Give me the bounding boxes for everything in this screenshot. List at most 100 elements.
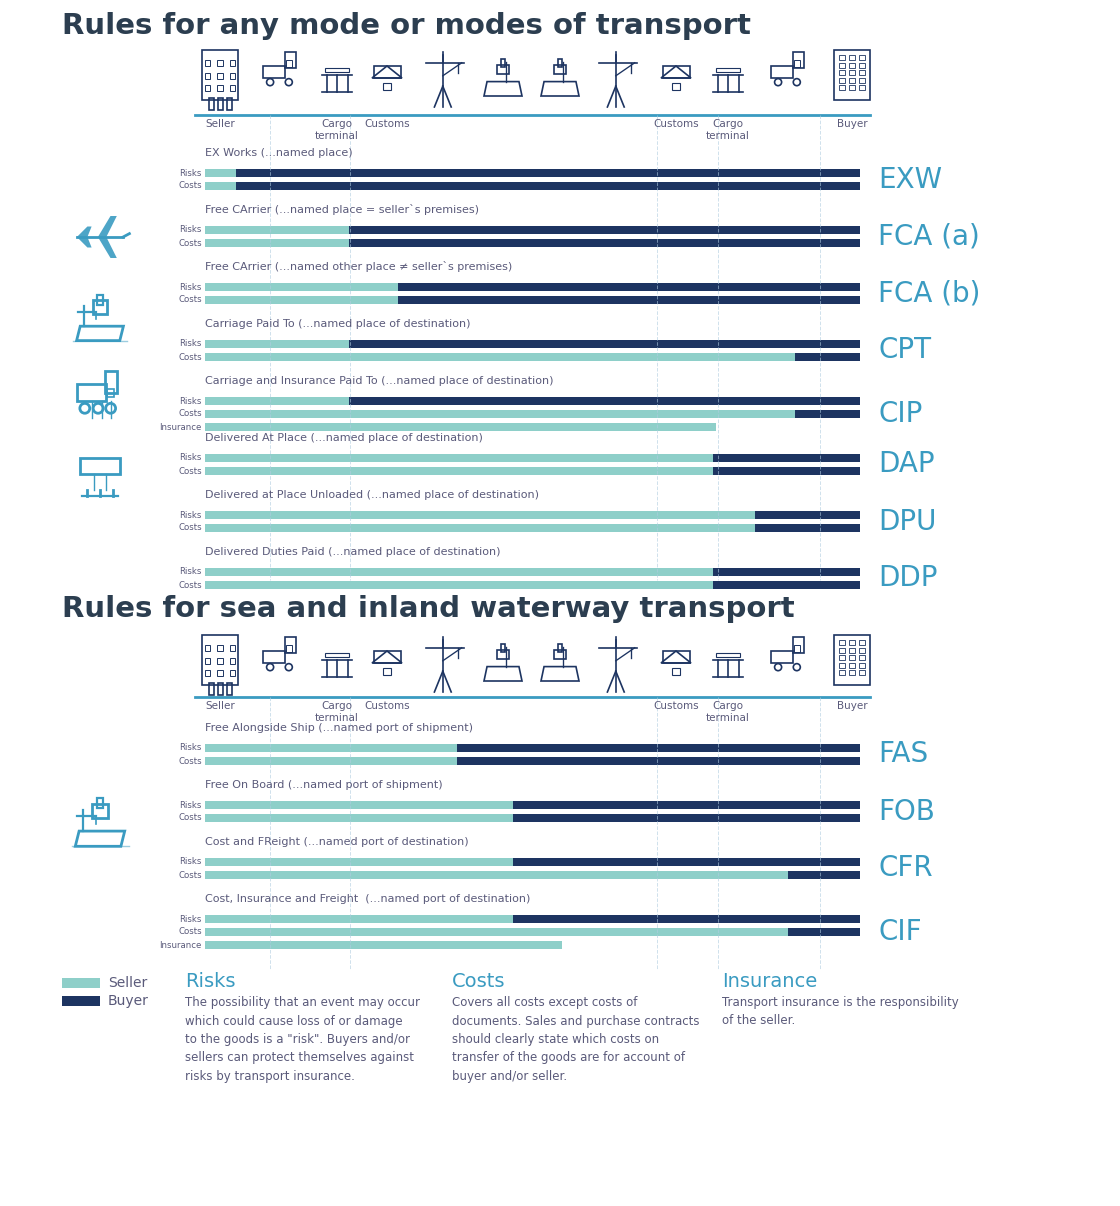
Text: Carriage Paid To (...named place of destination): Carriage Paid To (...named place of dest… xyxy=(205,320,470,329)
Bar xyxy=(105,371,118,393)
Text: Cargo
terminal: Cargo terminal xyxy=(315,701,358,724)
Text: Risks: Risks xyxy=(179,397,202,405)
Bar xyxy=(859,640,866,645)
Bar xyxy=(849,77,856,82)
Text: Cost, Insurance and Freight  (...named port of destination): Cost, Insurance and Freight (...named po… xyxy=(205,894,531,904)
Text: Costs: Costs xyxy=(178,580,202,590)
Bar xyxy=(286,60,292,66)
Bar xyxy=(554,65,566,74)
Text: Risks: Risks xyxy=(179,568,202,576)
Bar xyxy=(205,744,457,753)
Bar xyxy=(859,70,866,75)
Bar xyxy=(218,683,223,695)
Bar xyxy=(205,915,513,923)
Bar xyxy=(205,72,211,78)
Text: Costs: Costs xyxy=(178,814,202,822)
Bar xyxy=(558,644,562,651)
Text: Rules for sea and inland waterway transport: Rules for sea and inland waterway transp… xyxy=(62,595,794,624)
Bar xyxy=(205,84,211,90)
Text: Free CArrier (...named other place ≠ seller`s premises): Free CArrier (...named other place ≠ sel… xyxy=(205,260,512,273)
Text: Cargo
terminal: Cargo terminal xyxy=(706,119,750,141)
Bar xyxy=(205,671,211,677)
Bar xyxy=(497,650,508,658)
Bar xyxy=(205,353,349,361)
Bar xyxy=(839,662,846,667)
Bar xyxy=(230,671,235,677)
Bar xyxy=(263,66,286,78)
Text: Delivered at Place Unloaded (...named place of destination): Delivered at Place Unloaded (...named pl… xyxy=(205,490,539,500)
Bar xyxy=(325,68,349,71)
Bar xyxy=(849,84,856,90)
Bar xyxy=(205,871,513,879)
Bar xyxy=(349,397,860,405)
Text: FOB: FOB xyxy=(878,797,935,825)
Text: Costs: Costs xyxy=(178,295,202,304)
Bar xyxy=(513,871,788,879)
Bar xyxy=(712,581,860,589)
Bar xyxy=(513,801,860,809)
Text: Costs: Costs xyxy=(178,352,202,362)
Bar xyxy=(217,72,223,78)
Bar xyxy=(849,70,856,75)
Bar xyxy=(457,744,860,753)
Text: Risks: Risks xyxy=(179,510,202,520)
Text: Risks: Risks xyxy=(179,453,202,462)
Bar xyxy=(373,66,401,78)
Text: DPU: DPU xyxy=(878,508,936,535)
Bar xyxy=(205,757,457,765)
Bar xyxy=(834,49,870,100)
Bar xyxy=(716,68,740,71)
Bar xyxy=(349,226,860,234)
Text: CPT: CPT xyxy=(878,336,931,364)
Bar xyxy=(839,55,846,60)
Bar xyxy=(205,397,349,405)
Bar xyxy=(236,182,860,191)
Bar xyxy=(205,182,236,191)
Text: DAP: DAP xyxy=(878,451,934,479)
Bar xyxy=(230,60,235,66)
Bar xyxy=(859,77,866,82)
Bar xyxy=(755,523,860,532)
Text: CIP: CIP xyxy=(878,400,923,428)
Bar xyxy=(62,978,100,988)
Text: Free Alongside Ship (...named port of shipment): Free Alongside Ship (...named port of sh… xyxy=(205,724,473,733)
Bar xyxy=(286,645,292,651)
Text: EX Works (...named place): EX Works (...named place) xyxy=(205,148,353,158)
Text: EXW: EXW xyxy=(878,165,942,193)
Text: Risks: Risks xyxy=(179,340,202,349)
Bar xyxy=(839,84,846,90)
Bar xyxy=(849,671,856,675)
Bar xyxy=(859,55,866,60)
Bar xyxy=(205,423,349,431)
Bar xyxy=(217,60,223,66)
Bar xyxy=(399,295,860,304)
Bar xyxy=(349,353,794,361)
Bar xyxy=(672,83,680,90)
Bar xyxy=(325,652,349,656)
Bar xyxy=(839,671,846,675)
Bar xyxy=(849,655,856,660)
Bar xyxy=(513,857,860,866)
Bar xyxy=(794,645,800,651)
Bar xyxy=(205,657,211,663)
Bar xyxy=(217,645,223,651)
Text: FCA (b): FCA (b) xyxy=(878,280,980,308)
Bar xyxy=(349,423,716,431)
Bar xyxy=(97,798,103,808)
Bar xyxy=(712,568,860,576)
Bar xyxy=(81,457,120,474)
Bar xyxy=(772,66,793,78)
Bar xyxy=(834,636,870,685)
Bar xyxy=(712,453,860,462)
Text: Delivered Duties Paid (...named place of destination): Delivered Duties Paid (...named place of… xyxy=(205,548,501,557)
Bar xyxy=(849,55,856,60)
Bar xyxy=(497,65,508,74)
Text: Costs: Costs xyxy=(178,410,202,418)
Bar xyxy=(716,652,740,656)
Bar xyxy=(205,645,211,651)
Bar xyxy=(106,390,114,397)
Text: Costs: Costs xyxy=(178,467,202,475)
Text: Free CArrier (...named place = seller`s premises): Free CArrier (...named place = seller`s … xyxy=(205,204,479,215)
Bar xyxy=(263,651,286,663)
Bar xyxy=(793,637,804,654)
